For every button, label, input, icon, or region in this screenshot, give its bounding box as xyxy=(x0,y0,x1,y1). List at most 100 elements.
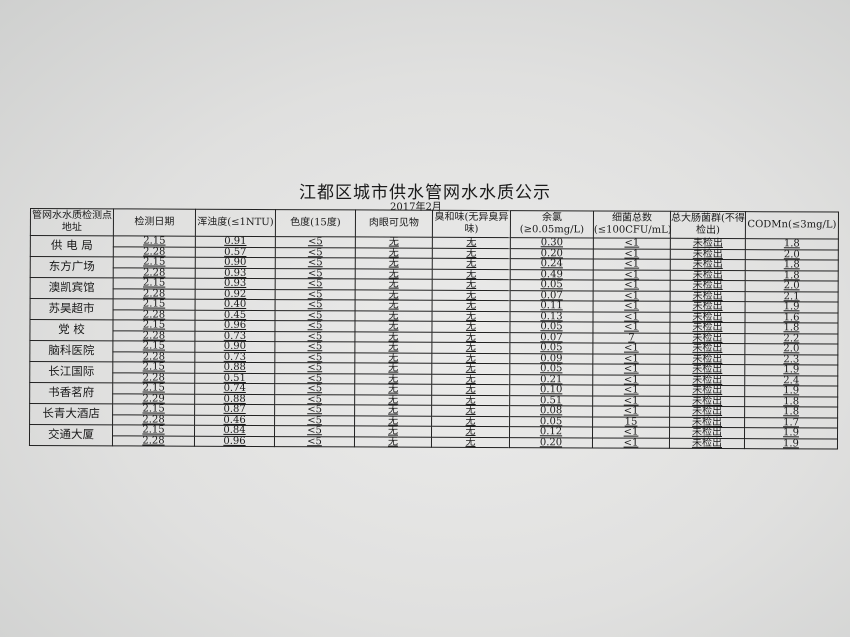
table-cell: 未检出 xyxy=(669,364,745,376)
table-cell: 无 xyxy=(354,363,432,374)
table-cell: 未检出 xyxy=(670,238,746,250)
table-cell: 无 xyxy=(354,321,433,332)
table-cell: <5 xyxy=(274,362,355,374)
table-cell: 0.93 xyxy=(195,278,276,290)
site-name: 党 校 xyxy=(29,319,114,341)
table-cell: <1 xyxy=(592,437,670,449)
table-cell: 未检出 xyxy=(670,301,746,313)
table-cell: 无 xyxy=(431,405,510,417)
table-cell: 0.08 xyxy=(509,405,593,417)
site-name: 东方广场 xyxy=(30,256,114,278)
table-cell: 无 xyxy=(431,342,510,354)
table-cell: <1 xyxy=(593,301,671,312)
table-cell: 未检出 xyxy=(669,427,745,439)
table-cell: 未检出 xyxy=(669,343,745,355)
table-cell: 无 xyxy=(431,426,510,438)
table-cell: 0.74 xyxy=(194,383,275,395)
table-cell: 1.9 xyxy=(744,427,838,439)
table-cell: 0.11 xyxy=(510,300,594,312)
table-cell: 无 xyxy=(432,279,511,291)
table-cell: 2.15 xyxy=(112,361,195,373)
table-cell: 2.28 xyxy=(112,435,195,447)
table-cell: 0.05 xyxy=(509,342,593,354)
table-cell: 0.96 xyxy=(194,320,276,332)
table-cell: 无 xyxy=(431,321,511,333)
column-header: CODMn(≤3mg/L) xyxy=(745,211,839,240)
table-cell: 0.87 xyxy=(194,404,275,416)
table-cell: 无 xyxy=(432,258,511,270)
table-cell: 2.0 xyxy=(744,343,838,355)
site-name: 书香茗府 xyxy=(29,382,113,404)
table-cell: 0.88 xyxy=(194,362,275,374)
table-cell: 无 xyxy=(355,300,433,311)
table-cell: 2.15 xyxy=(112,340,195,352)
table-cell: <5 xyxy=(275,278,356,290)
table-cell: <5 xyxy=(275,257,356,269)
table-cell: 0.24 xyxy=(510,258,594,270)
table-cell: <5 xyxy=(274,320,356,332)
column-header: 肉眼可见物 xyxy=(355,209,433,238)
column-header: 臭和味(无异臭异味) xyxy=(432,210,511,238)
table-cell: <1 xyxy=(592,322,671,333)
table-cell: 1.8 xyxy=(745,259,839,271)
table-cell: 0.91 xyxy=(195,236,276,248)
table-cell: 无 xyxy=(355,258,433,269)
table-cell: <5 xyxy=(275,299,356,311)
table-cell: 无 xyxy=(432,237,511,249)
column-header: 总大肠菌群(不得检出) xyxy=(670,211,746,239)
site-name: 交通大厦 xyxy=(29,424,113,446)
table-cell: <1 xyxy=(593,238,671,249)
table-cell: 2.15 xyxy=(112,403,195,415)
column-header: 色度(15度) xyxy=(275,209,356,237)
table-cell: 未检出 xyxy=(669,406,745,418)
document-subtitle: 2017年2月 xyxy=(390,202,442,213)
table-cell: 1.9 xyxy=(744,364,838,376)
table-cell: 2.15 xyxy=(113,256,196,268)
column-header: 检测日期 xyxy=(113,208,196,237)
column-header: 细菌总数(≤100CFU/mL) xyxy=(593,210,672,239)
table-cell: 2.15 xyxy=(113,277,196,289)
table-cell: 无 xyxy=(431,384,510,396)
table-cell: 1.8 xyxy=(745,238,839,250)
table-header-row: 管网水水质检测点地址 检测日期 浑浊度(≤1NTU) 色度(15度) 肉眼可见物 臭和味(… xyxy=(30,208,839,240)
table-cell: 0.12 xyxy=(509,426,593,438)
table-cell: 未检出 xyxy=(669,322,746,334)
table-cell: 无 xyxy=(355,279,433,290)
table-cell: <5 xyxy=(275,236,356,248)
table-cell: 无 xyxy=(355,237,433,248)
table-cell: 0.84 xyxy=(194,425,275,437)
table-cell: <1 xyxy=(592,427,670,438)
table-cell: 0.30 xyxy=(510,237,594,249)
table-cell: 无 xyxy=(431,363,510,375)
table-cell: 无 xyxy=(354,436,432,448)
table-cell: 未检出 xyxy=(670,259,746,271)
column-header: 管网水水质检测点地址 xyxy=(30,208,114,236)
table-cell: <5 xyxy=(274,383,355,395)
table-cell: <1 xyxy=(592,385,670,396)
table-cell: <1 xyxy=(592,343,670,354)
table-cell: <5 xyxy=(274,341,355,353)
column-header: 余氯(≥0.05mg/L) xyxy=(510,210,594,238)
table-cell: 1.8 xyxy=(744,322,839,334)
table-cell: 未检出 xyxy=(670,280,746,292)
table-cell: 0.40 xyxy=(195,299,276,311)
table-cell: 2.15 xyxy=(113,235,196,247)
table-cell: 0.90 xyxy=(195,257,276,269)
table-cell: <5 xyxy=(274,425,355,437)
table-cell: 无 xyxy=(354,384,432,395)
table-cell: 无 xyxy=(432,300,511,312)
site-name: 长江国际 xyxy=(29,361,113,383)
table-cell: 1.8 xyxy=(744,406,838,418)
table-cell: 无 xyxy=(354,405,432,416)
site-name: 澳凯宾馆 xyxy=(30,277,114,299)
table-cell: <1 xyxy=(593,259,671,270)
table-cell: 2.15 xyxy=(112,319,196,331)
table-cell: 0.05 xyxy=(509,321,594,333)
table-cell: 1.9 xyxy=(744,385,838,397)
table-cell: 0.10 xyxy=(509,384,593,396)
table-cell: 1.9 xyxy=(744,438,838,450)
table-cell: 无 xyxy=(354,426,432,437)
table-cell: 无 xyxy=(431,436,510,448)
table-cell: 2.15 xyxy=(113,298,196,310)
